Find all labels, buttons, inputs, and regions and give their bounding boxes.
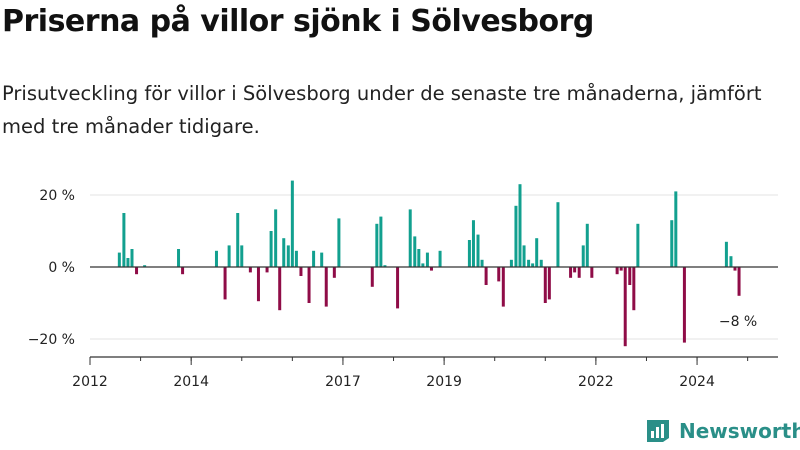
bar [375, 223, 379, 267]
y-tick-label: −20 % [28, 332, 75, 348]
bar [274, 209, 278, 267]
bar [556, 202, 560, 267]
bar [135, 267, 139, 275]
bar [312, 250, 316, 267]
bar [438, 250, 442, 267]
bar [413, 236, 417, 267]
bar [615, 267, 619, 275]
bar [337, 218, 341, 267]
bar [729, 256, 733, 267]
bar [282, 238, 286, 267]
bar [543, 267, 547, 303]
bar [117, 252, 121, 267]
bar [547, 267, 551, 300]
gridlines [90, 194, 778, 340]
bar [256, 267, 260, 302]
bar [177, 249, 181, 267]
bar [628, 267, 632, 285]
bar [425, 252, 429, 267]
bar [143, 265, 147, 267]
bar [122, 213, 126, 267]
bar [240, 245, 244, 267]
last-value-annotation: −8 % [719, 314, 757, 330]
bar [248, 267, 252, 273]
x-tick-label: 2014 [173, 374, 209, 390]
bar [429, 267, 433, 271]
bar-chart: 20 % 0 % −20 % 2012 2014 2017 2019 2022 2024 −8 % [28, 180, 778, 390]
bar [408, 209, 412, 267]
y-tick-label: 20 % [39, 188, 75, 204]
bar [527, 259, 531, 267]
bar [623, 267, 627, 347]
bar [501, 267, 505, 307]
x-tick-label: 2024 [679, 374, 715, 390]
bar [509, 259, 513, 267]
brand-name: Newsworthy [679, 419, 800, 443]
bar [531, 263, 535, 267]
bar [324, 267, 328, 307]
bars [117, 180, 741, 347]
bar [619, 267, 623, 271]
bar [181, 267, 185, 275]
bar [682, 267, 686, 343]
bar [514, 205, 518, 267]
bar [265, 267, 269, 273]
bar [294, 250, 298, 267]
bar [223, 267, 227, 300]
bar [278, 267, 282, 311]
bar [290, 180, 294, 267]
bar [581, 245, 585, 267]
bar [480, 259, 484, 267]
bar [370, 267, 374, 287]
x-tick-label: 2017 [325, 374, 361, 390]
y-tick-label: 0 % [48, 260, 75, 276]
bar [573, 267, 577, 273]
x-tick-label: 2022 [578, 374, 614, 390]
x-tick-label: 2012 [72, 374, 108, 390]
bar [577, 267, 581, 278]
axes [89, 266, 778, 365]
bar [670, 220, 674, 267]
chart-subtitle: Prisutveckling för villor i Sölvesborg u… [2, 82, 762, 138]
bar [236, 213, 240, 267]
bar [737, 267, 741, 296]
bar [126, 258, 130, 267]
bar [497, 267, 501, 282]
bar [269, 231, 273, 267]
bar [636, 223, 640, 267]
bar [518, 184, 522, 267]
bar [332, 267, 336, 278]
bar [585, 223, 589, 267]
bar [227, 245, 231, 267]
bar [214, 250, 218, 267]
x-tick-label: 2019 [426, 374, 462, 390]
bar [320, 252, 324, 267]
bar [130, 249, 134, 267]
bar [421, 263, 425, 267]
bar [383, 265, 387, 267]
bar [417, 249, 421, 267]
bar [484, 267, 488, 285]
tick-labels: 20 % 0 % −20 % 2012 2014 2017 2019 2022 2024 −8 % [28, 188, 758, 390]
bar [307, 267, 311, 303]
bar [471, 220, 475, 267]
bar [539, 259, 543, 267]
bar [522, 245, 526, 267]
bar [674, 191, 678, 267]
newsworthy-brand[interactable]: Newsworthy [645, 418, 800, 444]
bar [379, 216, 383, 267]
bar [467, 240, 471, 267]
bar [569, 267, 573, 278]
bar [286, 245, 290, 267]
bar [632, 267, 636, 311]
bar [590, 267, 594, 278]
chart-title: Priserna på villor sjönk i Sölvesborg [2, 4, 594, 39]
bar [724, 241, 728, 267]
bar [535, 238, 539, 267]
bar-chart-logo-icon [647, 420, 669, 442]
bar [476, 234, 480, 267]
bar [733, 267, 737, 271]
bar [396, 267, 400, 309]
bar [299, 267, 303, 276]
